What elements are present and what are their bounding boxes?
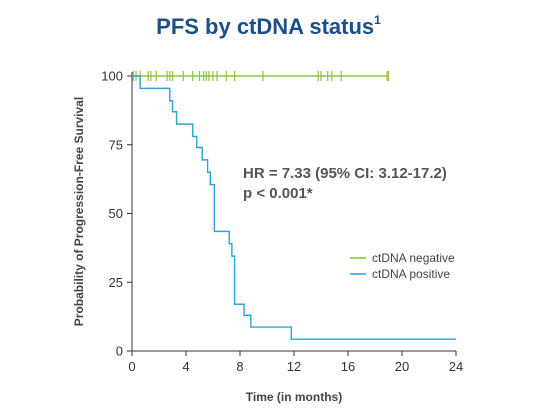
x-axis-title: Time (in months): [246, 390, 342, 404]
hr-annotation-line: HR = 7.33 (95% CI: 3.12-17.2): [243, 165, 447, 182]
series-line-ctdna-positive: [132, 75, 456, 340]
axes: [127, 72, 457, 356]
x-tick-label: 8: [236, 359, 243, 374]
series-layer: [132, 71, 456, 340]
x-tick-label: 16: [341, 359, 355, 374]
x-tick-label: 20: [395, 359, 409, 374]
x-tick-label: 12: [287, 359, 301, 374]
x-tick-label: 4: [182, 359, 189, 374]
y-tick-label: 75: [109, 137, 123, 152]
y-tick-label: 100: [101, 69, 123, 84]
y-tick-label: 25: [109, 275, 123, 290]
y-tick-label: 0: [116, 344, 123, 359]
legend: ctDNA negative ctDNA positive: [350, 251, 455, 281]
legend-label: ctDNA negative: [372, 251, 455, 265]
legend-label: ctDNA positive: [372, 267, 450, 281]
hr-annotation-line: p < 0.001*: [243, 185, 313, 202]
y-axis-title: Probability of Progression-Free Survival: [72, 97, 86, 326]
labels-layer: 0 4 8 12 16 20 24 0 25 50 75 100 Time (in months) Pro…: [72, 69, 463, 405]
x-tick-label: 24: [449, 359, 463, 374]
title-superscript: 1: [374, 12, 381, 27]
chart-title-text: PFS by ctDNA status: [156, 14, 375, 39]
y-tick-label: 50: [109, 206, 123, 221]
x-tick-label: 0: [128, 359, 135, 374]
chart-title: PFS by ctDNA status1: [0, 12, 537, 40]
